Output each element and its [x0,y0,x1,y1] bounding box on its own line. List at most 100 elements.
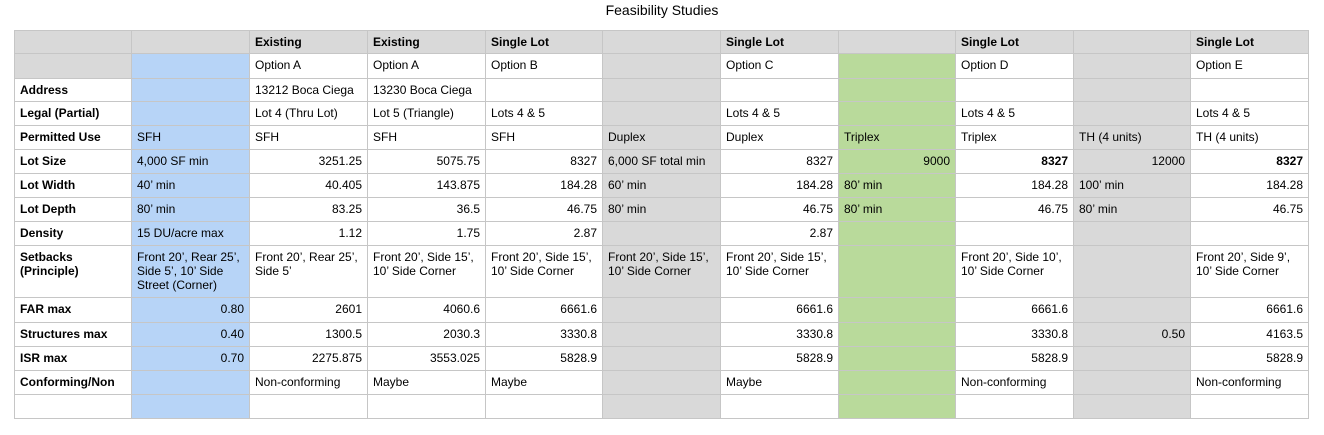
table-cell: 184.28 [955,173,1074,198]
table-cell: Single Lot [720,30,839,54]
table-row: Lot Width 40’ min 40.405 143.875 184.28 60’ m… [14,173,1309,198]
table-cell: 0.50 [1073,322,1191,347]
table-row: Address 13212 Boca Ciega 13230 Boca Ciega [14,78,1309,102]
table-cell: 5828.9 [1190,346,1309,371]
table-cell: 3330.8 [485,322,603,347]
table-cell [131,30,250,54]
table-cell [838,346,956,371]
table-cell: 46.75 [485,197,603,222]
table-cell: Lots 4 & 5 [485,101,603,126]
table-cell: 8327 [485,149,603,174]
table-cell: 5828.9 [955,346,1074,371]
table-cell: SFH [131,125,250,150]
table-cell [14,394,132,419]
table-cell: 5828.9 [720,346,839,371]
table-cell: 0.40 [131,322,250,347]
table-cell: Front 20’, Rear 25’, Side 5’ [249,245,368,298]
table-cell [485,394,603,419]
table-cell [1073,221,1191,246]
table-cell: Duplex [720,125,839,150]
table-cell: Legal (Partial) [14,101,132,126]
feasibility-table: Existing Existing Single Lot Single Lot Sing… [14,30,1309,419]
table-cell: Front 20’, Side 15’, 10’ Side Corner [485,245,603,298]
sheet-title: Feasibility Studies [605,2,719,18]
table-cell: Non-conforming [955,370,1074,395]
table-cell [1073,30,1191,54]
table-cell: Lots 4 & 5 [720,101,839,126]
table-cell: Option A [249,53,368,79]
table-cell: 1.12 [249,221,368,246]
table-cell [131,53,250,79]
table-cell [1073,370,1191,395]
table-cell: Permitted Use [14,125,132,150]
table-cell: 8327 [955,149,1074,174]
table-cell: Lots 4 & 5 [955,101,1074,126]
table-cell: 46.75 [720,197,839,222]
table-cell: Lot Width [14,173,132,198]
table-cell: Address [14,78,132,102]
table-cell: Front 20’, Side 15’, 10’ Side Corner [367,245,486,298]
table-cell [131,394,250,419]
table-cell: 1.75 [367,221,486,246]
table-cell: SFH [485,125,603,150]
table-cell: Option B [485,53,603,79]
table-cell [602,370,721,395]
table-cell: 2030.3 [367,322,486,347]
table-cell [14,30,132,54]
table-cell: Front 20’, Side 9’, 10’ Side Corner [1190,245,1309,298]
table-cell: Maybe [367,370,486,395]
table-cell [1073,346,1191,371]
table-row: Permitted Use SFH SFH SFH SFH Duplex Duplex Tri… [14,125,1309,150]
table-row: FAR max 0.80 2601 4060.6 6661.6 6661.6 6661.6 6… [14,297,1309,323]
table-cell: 80’ min [838,197,956,222]
table-cell: 80’ min [838,173,956,198]
table-cell [1073,245,1191,298]
table-cell: Conforming/Non [14,370,132,395]
table-cell [955,78,1074,102]
table-cell [1073,394,1191,419]
table-cell: 0.70 [131,346,250,371]
table-row: Density 15 DU/acre max 1.12 1.75 2.87 2.87 [14,221,1309,246]
table-row: Conforming/Non Non-conforming Maybe Maybe Ma… [14,370,1309,395]
table-cell: 2.87 [485,221,603,246]
table-cell: 40’ min [131,173,250,198]
table-cell: 6661.6 [720,297,839,323]
table-cell [602,101,721,126]
table-cell: 143.875 [367,173,486,198]
table-cell: FAR max [14,297,132,323]
table-cell: ISR max [14,346,132,371]
table-cell: 184.28 [720,173,839,198]
table-cell [838,297,956,323]
table-cell: Triplex [838,125,956,150]
table-cell: 13212 Boca Ciega [249,78,368,102]
table-row: Setbacks (Principle) Front 20’, Rear 25’,… [14,245,1309,298]
table-cell: 46.75 [955,197,1074,222]
table-cell [955,221,1074,246]
table-cell: Front 20’, Side 15’, 10’ Side Corner [602,245,721,298]
table-cell: Front 20’, Rear 25’, Side 5’, 10’ Side S… [131,245,250,298]
table-cell: Option A [367,53,486,79]
table-cell: Lot 5 (Triangle) [367,101,486,126]
table-cell: Duplex [602,125,721,150]
table-cell: Option C [720,53,839,79]
table-cell: 4163.5 [1190,322,1309,347]
table-cell: 5075.75 [367,149,486,174]
table-cell [1073,101,1191,126]
table-cell: SFH [249,125,368,150]
table-cell [838,221,956,246]
table-cell: Lot Depth [14,197,132,222]
table-cell: Front 20’, Side 10’, 10’ Side Corner [955,245,1074,298]
table-cell: 36.5 [367,197,486,222]
table-cell: Non-conforming [249,370,368,395]
table-cell [1073,53,1191,79]
table-cell [955,394,1074,419]
table-cell: 80’ min [1073,197,1191,222]
table-cell: Lot 4 (Thru Lot) [249,101,368,126]
table-cell: Lots 4 & 5 [1190,101,1309,126]
table-cell: Maybe [720,370,839,395]
table-cell: 2601 [249,297,368,323]
table-cell: Setbacks (Principle) [14,245,132,298]
table-cell: 40.405 [249,173,368,198]
table-cell: 4,000 SF min [131,149,250,174]
